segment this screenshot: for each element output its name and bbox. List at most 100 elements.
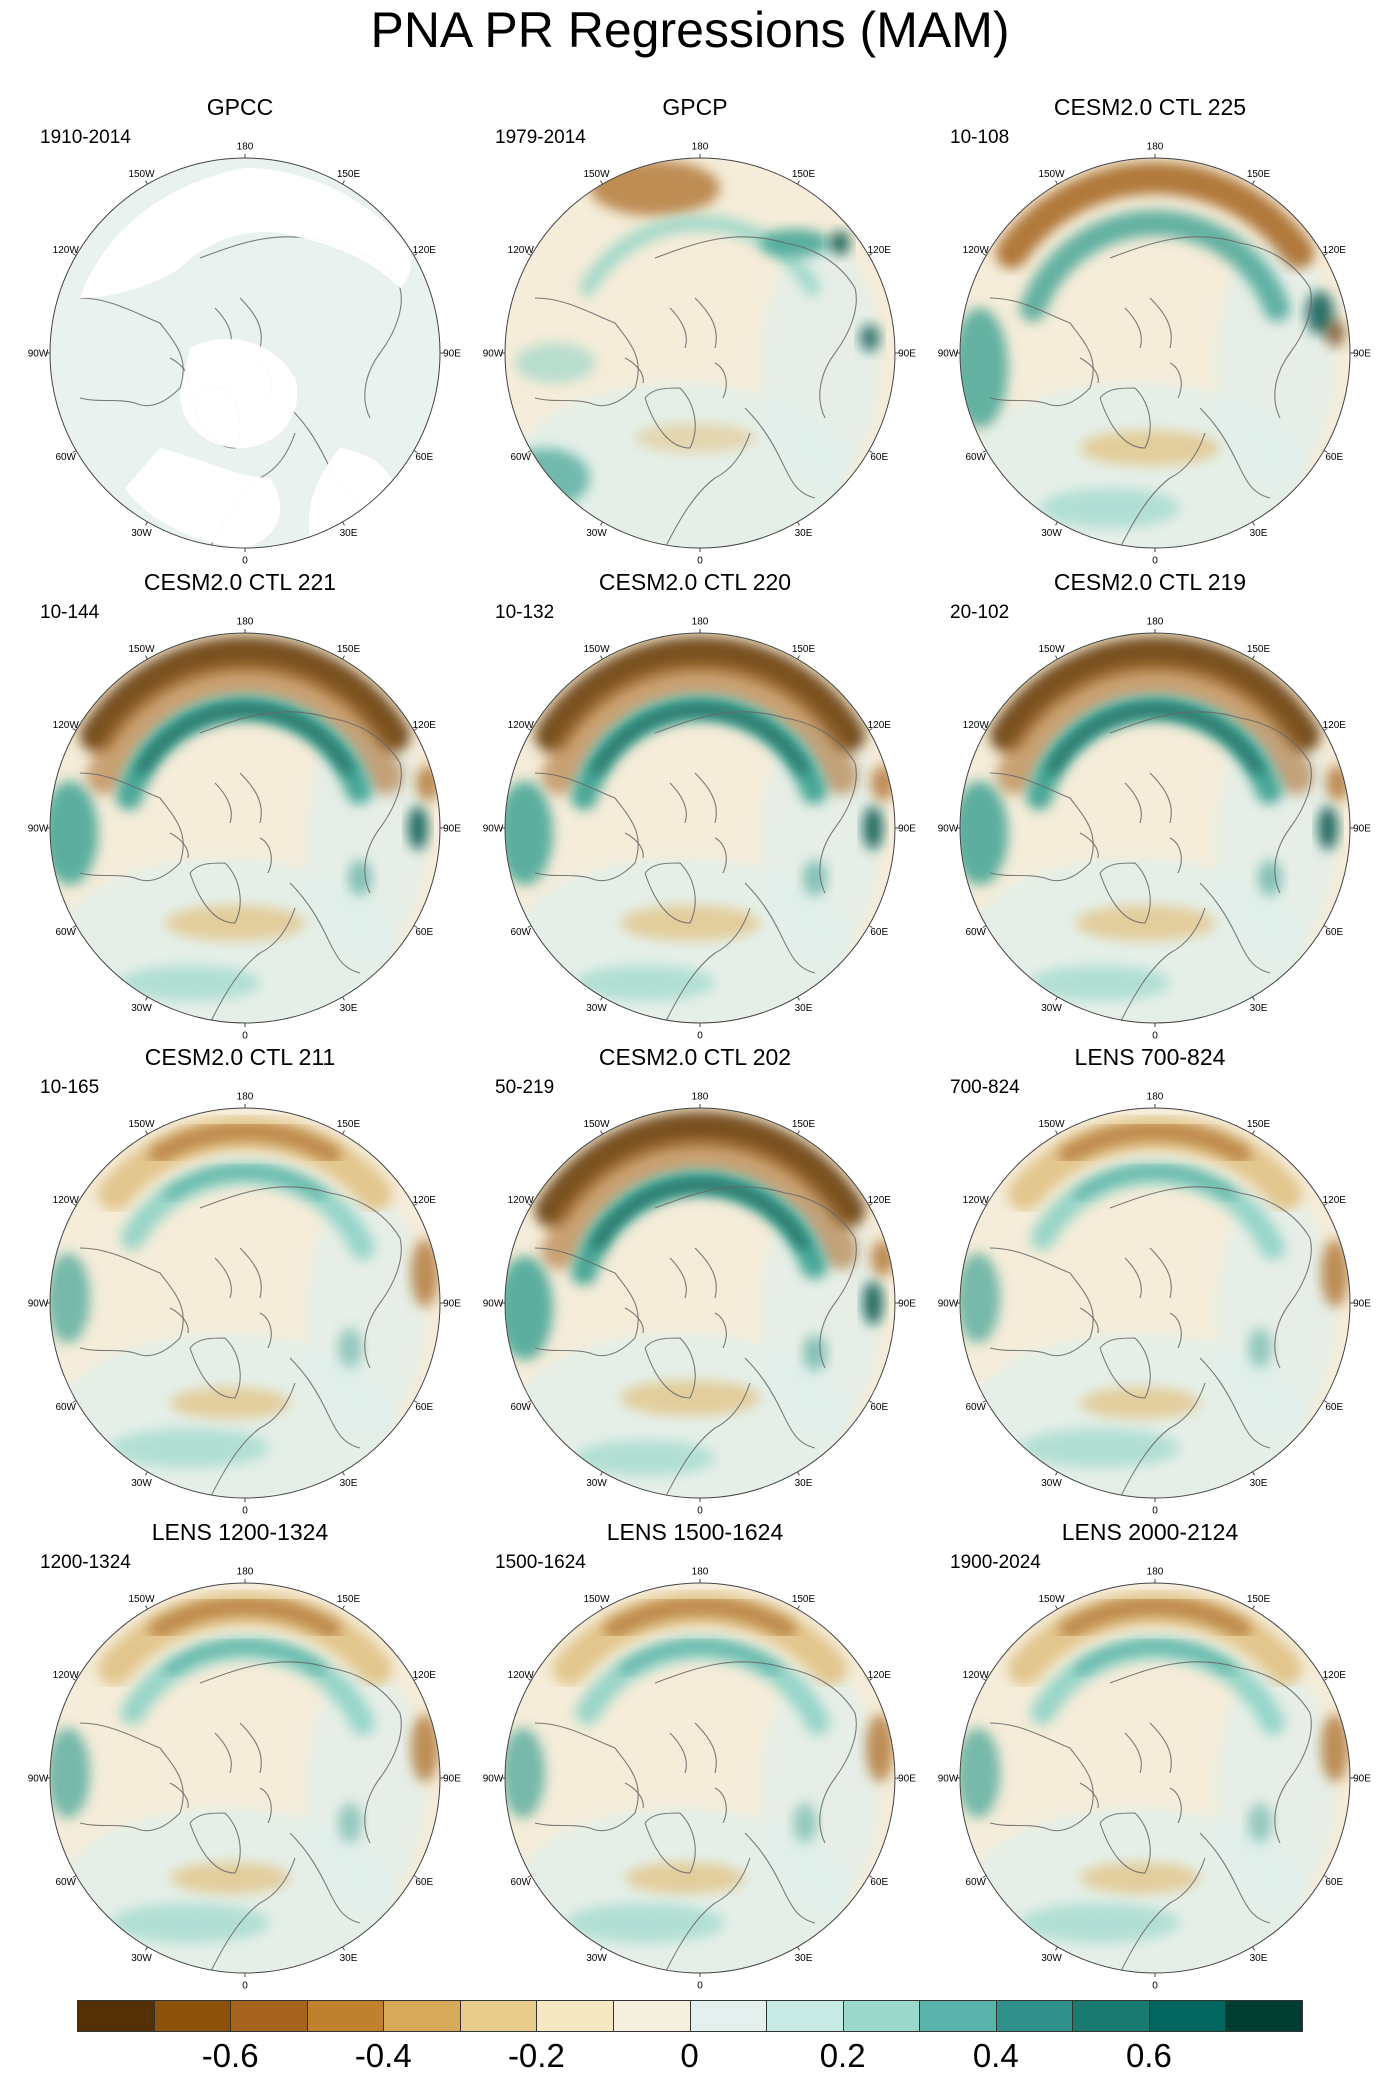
longitude-label: 180 [692,142,709,153]
longitude-label: 60E [870,1402,888,1413]
panel-period: 1200-1324 [40,1552,131,1573]
longitude-label: 120E [1323,1195,1347,1206]
longitude-label: 150W [1038,644,1065,655]
panel-title: LENS 1200-1324 [151,1519,329,1545]
longitude-label: 30W [1041,1478,1062,1489]
map-panel: GPCP 1979-2014 180 150E 120E 90E 60E 30E 0 30W 60W… [483,90,917,567]
longitude-label: 30E [795,528,813,539]
longitude-label: 150W [1038,1119,1065,1130]
longitude-label: 30E [795,1003,813,1014]
colorbar-tick-label: 0.2 [819,2037,866,2074]
longitude-label: 30E [795,1478,813,1489]
colorbar-cell [612,2000,691,2032]
map-panel: LENS 1500-1624 1500-1624 180 150E 120E 90E 60E… [483,1515,917,1992]
colorbar-cell [153,2000,232,2032]
colorbar-cell [306,2000,385,2032]
longitude-label: 30E [1250,528,1268,539]
colorbar-cell [1225,2000,1303,2032]
panel-title: LENS 700-824 [1074,1044,1226,1070]
longitude-label: 90E [898,824,916,835]
panel-title: CESM2.0 CTL 219 [1053,569,1247,595]
longitude-label: 120E [868,1670,892,1681]
map-panel: CESM2.0 CTL 202 50-219 180 150E 120E 90E 60E 30… [483,1040,917,1517]
map-panel: GPCC 1910-2014 180 150E 120E 90E 60E 30E 0 30W 60W… [28,90,462,567]
longitude-label: 120W [963,1195,990,1206]
longitude-label: 60W [510,452,531,463]
panel-period: 10-165 [40,1077,100,1098]
longitude-label: 150E [1247,644,1271,655]
colorbar-cell [919,2000,997,2032]
longitude-label: 60E [870,927,888,938]
colorbar-tick-label: 0.6 [1125,2037,1172,2074]
longitude-label: 0 [242,1981,248,1992]
longitude-label: 120E [413,1195,437,1206]
panel-period: 700-824 [950,1077,1020,1098]
panel-title: CESM2.0 CTL 225 [1053,94,1247,120]
longitude-label: 120W [508,245,535,256]
longitude-label: 0 [697,1506,703,1517]
longitude-label: 120E [868,720,892,731]
polar-map: 180 150E 120E 90E 60E 30E 0 30W 60W 90W 120W 150W [938,617,1372,1042]
polar-map: 180 150E 120E 90E 60E 30E 0 30W 60W 90W 120W 150W [28,617,462,1042]
longitude-label: 60E [415,1402,433,1413]
map-panel: LENS 1200-1324 1200-1324 180 150E 120E 90E 60E… [28,1515,462,1992]
panel-period: 1979-2014 [495,127,586,148]
map-panel: CESM2.0 CTL 219 20-102 180 150E 120E 90E 60E 30… [938,565,1372,1042]
panel-title: CESM2.0 CTL 202 [598,1044,792,1070]
longitude-label: 60E [415,452,433,463]
longitude-label: 60E [1325,1402,1343,1413]
panel-period: 10-132 [495,602,555,623]
colorbar-tick-label: 0 [680,2037,699,2074]
longitude-label: 60E [1325,927,1343,938]
page-title: PNA PR Regressions (MAM) [370,2,1010,58]
longitude-label: 180 [1147,142,1164,153]
longitude-label: 30E [340,1953,358,1964]
longitude-label: 180 [692,1092,709,1103]
panel-title: CESM2.0 CTL 220 [598,569,792,595]
longitude-label: 90E [1353,1299,1371,1310]
panel-period: 50-219 [495,1077,555,1098]
longitude-label: 90E [443,1299,461,1310]
map-panel: LENS 700-824 700-824 180 150E 120E 90E 60E 30E 0… [938,1040,1372,1517]
longitude-label: 30W [131,1953,152,1964]
longitude-label: 180 [237,1567,254,1578]
longitude-label: 150E [337,644,361,655]
longitude-label: 150E [1247,1119,1271,1130]
longitude-label: 120E [868,1195,892,1206]
longitude-label: 150E [792,169,816,180]
longitude-label: 30E [1250,1003,1268,1014]
longitude-label: 90E [443,1774,461,1785]
longitude-label: 90W [938,824,959,835]
longitude-label: 30W [1041,1953,1062,1964]
panel-title: CESM2.0 CTL 221 [143,569,337,595]
longitude-label: 120E [413,245,437,256]
longitude-label: 30W [1041,1003,1062,1014]
longitude-label: 60W [55,927,76,938]
longitude-label: 120W [508,1670,535,1681]
longitude-label: 150E [792,644,816,655]
longitude-label: 60W [965,927,986,938]
colorbar-cell [995,2000,1074,2032]
longitude-label: 30W [586,528,607,539]
longitude-label: 30W [586,1953,607,1964]
panel-title: GPCP [662,94,728,120]
map-panel: CESM2.0 CTL 225 10-108 180 150E 120E 90E 60E 30… [938,90,1372,567]
colorbar [77,2000,1303,2032]
longitude-label: 90E [898,1299,916,1310]
polar-map: 180 150E 120E 90E 60E 30E 0 30W 60W 90W 120W 150W [483,617,917,1042]
longitude-label: 120W [53,245,80,256]
longitude-label: 30E [340,528,358,539]
longitude-label: 120E [413,720,437,731]
colorbar-cell [536,2000,614,2032]
colorbar-cell [689,2000,768,2032]
longitude-label: 60W [55,452,76,463]
longitude-label: 30E [1250,1478,1268,1489]
longitude-label: 90W [28,1774,49,1785]
longitude-label: 150W [583,644,610,655]
longitude-label: 120E [413,1670,437,1681]
longitude-label: 30W [131,1003,152,1014]
colorbar-tick-label: -0.2 [507,2037,565,2074]
longitude-label: 90E [443,824,461,835]
map-panel: CESM2.0 CTL 211 10-165 180 150E 120E 90E 60E 30… [28,1040,462,1517]
